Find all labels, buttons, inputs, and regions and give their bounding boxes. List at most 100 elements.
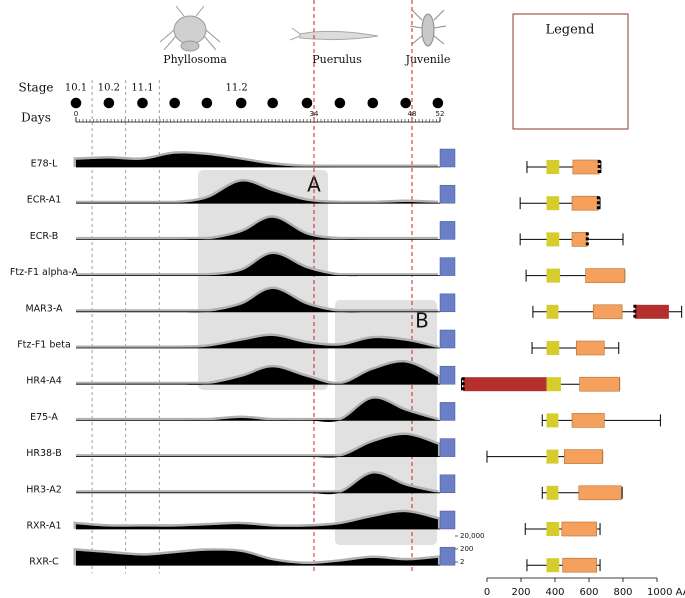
magnitude-label: 2: [460, 558, 464, 566]
domain: [546, 485, 559, 500]
magnitude-bar: [439, 438, 456, 457]
domain: [546, 341, 560, 355]
magnitude-bar: [439, 221, 456, 240]
domain: [463, 377, 547, 392]
life-stage-label: Phyllosoma: [163, 53, 227, 66]
sample-dot: [301, 97, 313, 109]
domain: [562, 557, 597, 573]
gene-label: ECR-A1: [27, 195, 62, 206]
magnitude-bar: [439, 510, 456, 530]
legend-title: Legend: [545, 23, 594, 38]
expression-area: [76, 512, 438, 529]
x-axis-label: Days: [21, 111, 51, 125]
domain: [546, 304, 559, 319]
magnitude-bar: [439, 148, 456, 168]
magnitude-label: 200: [460, 545, 473, 553]
domain: [546, 377, 561, 392]
expression-area: [76, 153, 438, 168]
sample-dot: [267, 97, 279, 109]
domain: [572, 159, 600, 175]
domain: [546, 232, 560, 247]
domain: [585, 268, 625, 283]
domain: [571, 413, 605, 428]
expression-area: [76, 362, 438, 385]
protein-tick-label: 1000 AA: [647, 587, 685, 598]
domain: [546, 558, 560, 573]
protein-tick-label: 400: [545, 587, 564, 598]
domain: [634, 304, 669, 319]
expression-area: [76, 217, 438, 240]
sample-dot: [400, 97, 412, 109]
magnitude-bar: [439, 402, 456, 421]
domain: [571, 195, 599, 211]
domain: [575, 340, 605, 356]
sample-dot: [201, 97, 213, 109]
sample-dot: [367, 97, 379, 109]
sample-dot: [169, 97, 180, 109]
magnitude-bar: [439, 257, 456, 276]
protein-tick-label: 800: [613, 587, 632, 598]
stage-number: 11.2: [226, 83, 248, 94]
domain: [546, 413, 559, 428]
x-tick-label: 52: [436, 110, 445, 118]
sample-dot: [334, 97, 346, 109]
gene-label: HR38-B: [26, 448, 61, 459]
protein-tick-label: 0: [484, 587, 490, 598]
expression-area: [76, 434, 438, 458]
expression-area: [76, 335, 438, 349]
domain: [546, 522, 560, 536]
stage-number: 11.1: [131, 83, 153, 94]
expression-area: [76, 550, 438, 566]
region-box: [198, 170, 328, 390]
expression-area: [76, 289, 438, 313]
domain: [546, 160, 560, 174]
protein-tick-label: 200: [511, 587, 530, 598]
puerulus-illustration: [289, 27, 379, 41]
life-stage-label: Juvenile: [405, 53, 451, 66]
gene-label: E75-A: [30, 412, 58, 423]
gene-label: HR3-A2: [26, 484, 62, 495]
sample-dot: [137, 97, 148, 109]
gene-label: HR4-A4: [26, 376, 62, 387]
magnitude-bar: [439, 184, 456, 204]
sample-dot: [70, 97, 82, 109]
magnitude-bar: [439, 365, 456, 385]
stage-label: Stage: [19, 81, 54, 95]
expression-area: [76, 473, 438, 495]
protein-tick-label: 600: [579, 587, 598, 598]
magnitude-bar: [439, 293, 456, 313]
gene-label: E78-L: [31, 159, 59, 170]
gene-label: ECR-B: [30, 231, 58, 242]
magnitude-bar: [439, 546, 456, 566]
gene-label: MAR3-A: [25, 303, 63, 314]
gene-label: RXR-C: [29, 557, 59, 568]
gene-label: RXR-A1: [26, 521, 61, 532]
x-tick-label: 0: [74, 110, 78, 118]
magnitude-bar: [439, 474, 456, 494]
domain: [546, 449, 559, 464]
legend-box: [512, 13, 629, 130]
domain: [571, 232, 588, 247]
sample-dot: [235, 97, 247, 109]
expression-area: [76, 398, 438, 422]
expression-area: [76, 253, 438, 277]
magnitude-label: 20,000: [460, 532, 485, 540]
domain: [546, 268, 561, 283]
domain: [578, 485, 622, 501]
domain: [564, 449, 603, 464]
stage-number: 10.1: [65, 83, 87, 94]
sample-dot: [432, 97, 444, 109]
domain: [592, 304, 623, 320]
domain: [579, 376, 620, 392]
magnitude-bar: [439, 329, 456, 349]
sample-dot: [103, 97, 115, 109]
region-label: B: [415, 309, 429, 333]
gene-label: Ftz-F1 beta: [17, 340, 71, 351]
juvenile-illustration: [409, 9, 447, 47]
domain: [546, 196, 560, 211]
gene-label: Ftz-F1 alpha-A: [10, 267, 79, 278]
expression-area: [76, 181, 438, 204]
stage-number: 10.2: [98, 83, 120, 94]
phyllosoma-illustration: [159, 5, 221, 52]
